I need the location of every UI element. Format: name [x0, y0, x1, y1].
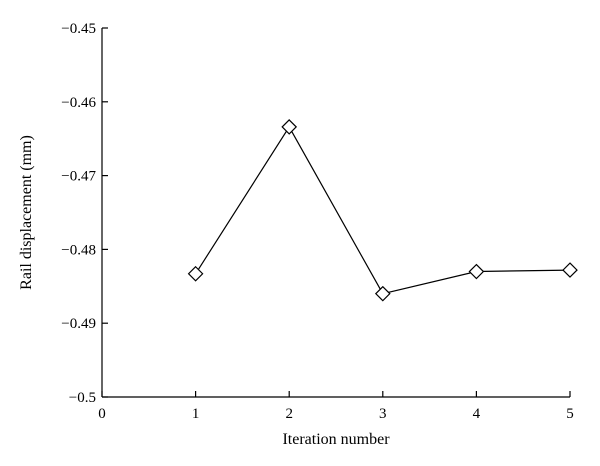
series-layer	[187, 119, 578, 302]
x-tick-label: 3	[379, 406, 387, 422]
y-tick-label: −0.46	[61, 95, 96, 111]
data-point	[468, 263, 485, 280]
x-tick-label: 0	[98, 406, 106, 422]
data-point	[281, 119, 298, 135]
axes	[101, 28, 570, 398]
x-axis-title: Iteration number	[282, 431, 390, 448]
data-point	[187, 265, 204, 282]
y-tick-label: −0.49	[61, 316, 96, 332]
x-ticks: 0 1 2 3 4 5	[98, 391, 574, 422]
x-tick-label: 4	[473, 406, 481, 422]
y-tick-label: −0.45	[61, 21, 96, 37]
data-point	[374, 285, 391, 302]
y-tick-label: −0.47	[61, 169, 96, 185]
data-point	[562, 262, 578, 278]
x-tick-label: 2	[285, 406, 293, 422]
y-tick-label: −0.48	[61, 242, 96, 258]
y-tick-label: −0.5	[69, 390, 96, 406]
series-line	[195, 125, 571, 295]
y-ticks: −0.45 −0.46 −0.47 −0.48 −0.49 −0.5	[61, 21, 108, 406]
y-axis-title: Rail displacement (mm)	[18, 135, 35, 290]
x-tick-label: 1	[192, 406, 200, 422]
x-tick-label: 5	[566, 406, 574, 422]
